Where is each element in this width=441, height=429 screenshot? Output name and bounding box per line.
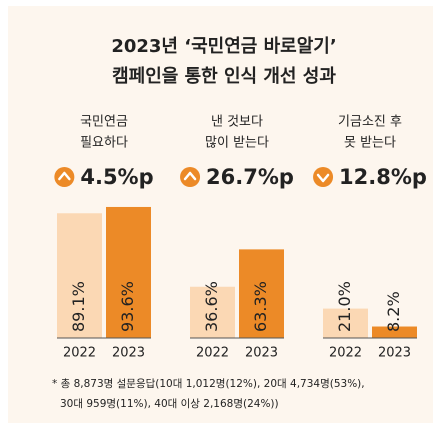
title: 2023년 ‘국민연금 바로알기’ — [111, 36, 336, 57]
change-icon — [180, 167, 201, 187]
footnote: 30대 959명(11%), 40대 이상 2,168명(24%)) — [60, 398, 279, 410]
footnote: * 총 8,873명 설문응답(10대 1,012명(12%), 20대 4,7… — [52, 378, 365, 390]
value-label: 93.6% — [118, 281, 137, 332]
bar — [239, 249, 284, 338]
panel-label: 국민연금 — [80, 115, 128, 130]
value-label: 63.3% — [251, 281, 270, 332]
value-label: 8.2% — [384, 291, 403, 332]
bar — [57, 213, 102, 338]
change-value: 26.7%p — [206, 165, 294, 189]
change-arrow — [183, 171, 197, 181]
x-tick-label: 2023 — [378, 346, 411, 361]
change-icon — [313, 167, 334, 187]
bar — [372, 326, 417, 338]
x-tick-label: 2022 — [196, 346, 229, 361]
change-value: 4.5%p — [80, 165, 153, 189]
panel-label: 기금소진 후 — [338, 115, 402, 130]
x-tick-label: 2022 — [63, 346, 96, 361]
panel-label: 필요하다 — [80, 136, 128, 151]
value-label: 89.1% — [69, 281, 88, 332]
panel-label: 못 받는다 — [344, 136, 396, 151]
bar — [190, 286, 235, 338]
change-arrow — [316, 173, 330, 183]
panel-label: 많이 받는다 — [205, 136, 269, 151]
bar — [106, 206, 151, 338]
panel-label: 낸 것보다 — [211, 115, 263, 130]
subtitle: 캠페인을 통한 인식 개선 성과 — [112, 66, 336, 87]
change-value: 12.8%p — [339, 165, 427, 189]
value-label: 36.6% — [202, 281, 221, 332]
x-tick-label: 2022 — [329, 346, 362, 361]
x-tick-label: 2023 — [112, 346, 145, 361]
bar — [323, 308, 368, 338]
change-icon — [54, 167, 75, 187]
change-arrow — [58, 171, 71, 181]
value-label: 21.0% — [335, 281, 354, 332]
x-tick-label: 2023 — [245, 346, 278, 361]
